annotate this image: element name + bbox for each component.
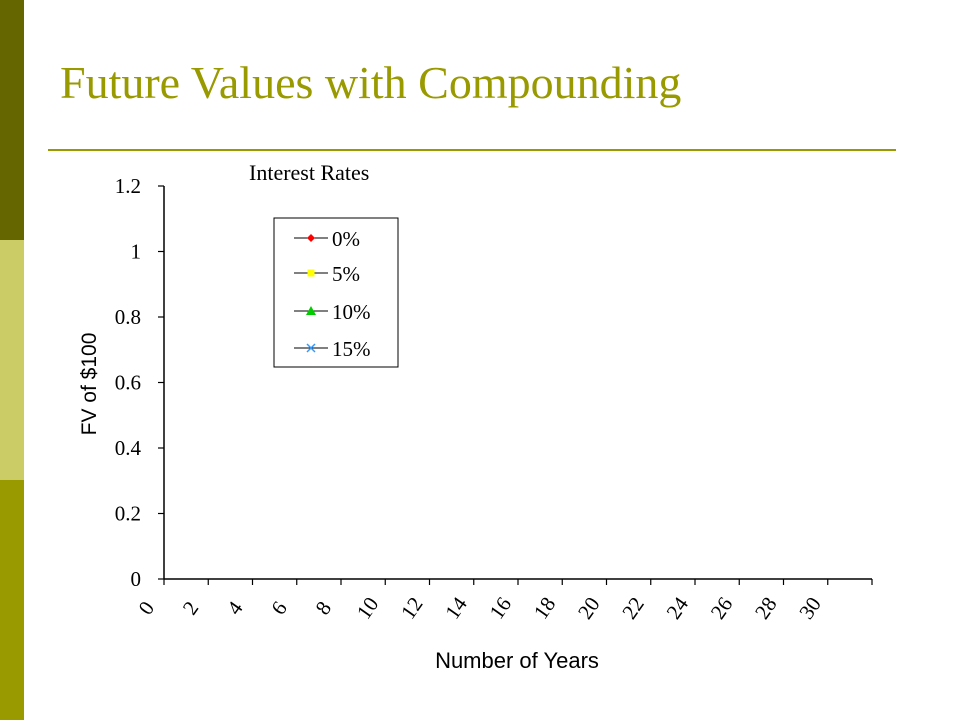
legend: 0% 5% 10% 15% — [273, 217, 399, 368]
x-tick-label: 8 — [310, 597, 336, 619]
x-tick-label: 12 — [396, 593, 428, 624]
y-tick-label: 0.2 — [115, 502, 141, 526]
y-tick-label: 1.2 — [115, 174, 141, 198]
y-axis-title: FV of $100 — [78, 333, 101, 436]
x-tick-label: 14 — [440, 592, 472, 623]
x-tick-label: 22 — [617, 593, 649, 624]
y-axis: 0 0.2 0.4 0.6 0.8 1 1.2 — [115, 174, 165, 591]
legend-marker-triangle — [306, 306, 316, 315]
y-tick-label: 0 — [131, 567, 142, 591]
legend-label: 15% — [332, 337, 371, 361]
x-tick-label: 6 — [266, 597, 292, 619]
slide-title: Future Values with Compounding — [60, 57, 682, 108]
x-axis-title: Number of Years — [435, 648, 599, 673]
x-tick-label: 18 — [529, 593, 561, 624]
y-tick-label: 0.6 — [115, 371, 141, 395]
slide-sidebar — [0, 0, 24, 720]
legend-marker-diamond — [307, 234, 315, 242]
sidebar-band-top — [0, 0, 24, 240]
x-tick-label: 10 — [352, 593, 384, 624]
x-tick-label: 30 — [794, 593, 826, 624]
sidebar-band-bottom — [0, 480, 24, 720]
chart-title: Interest Rates — [249, 160, 369, 185]
x-tick-label: 16 — [484, 593, 516, 624]
sidebar-band-middle — [0, 240, 24, 480]
y-tick-label: 0.8 — [115, 305, 141, 329]
x-tick-label: 20 — [573, 593, 605, 624]
title-divider — [48, 149, 896, 151]
y-tick-label: 0.4 — [115, 436, 142, 460]
legend-box — [273, 217, 399, 368]
x-tick-label: 4 — [222, 596, 248, 619]
y-tick-label: 1 — [131, 240, 142, 264]
legend-marker-cross — [306, 343, 316, 353]
x-tick-label: 28 — [750, 593, 782, 624]
x-tick-label: 2 — [178, 597, 204, 619]
legend-marker-square — [307, 269, 315, 277]
x-tick-label: 26 — [706, 593, 738, 624]
x-axis: 0 2 4 6 8 10 12 14 16 18 20 22 24 26 28 30 — [133, 578, 873, 624]
legend-label: 5% — [332, 262, 360, 286]
x-tick-label: 24 — [661, 592, 693, 623]
legend-label: 0% — [332, 227, 360, 251]
x-tick-label: 0 — [133, 597, 159, 619]
legend-label: 10% — [332, 300, 371, 324]
